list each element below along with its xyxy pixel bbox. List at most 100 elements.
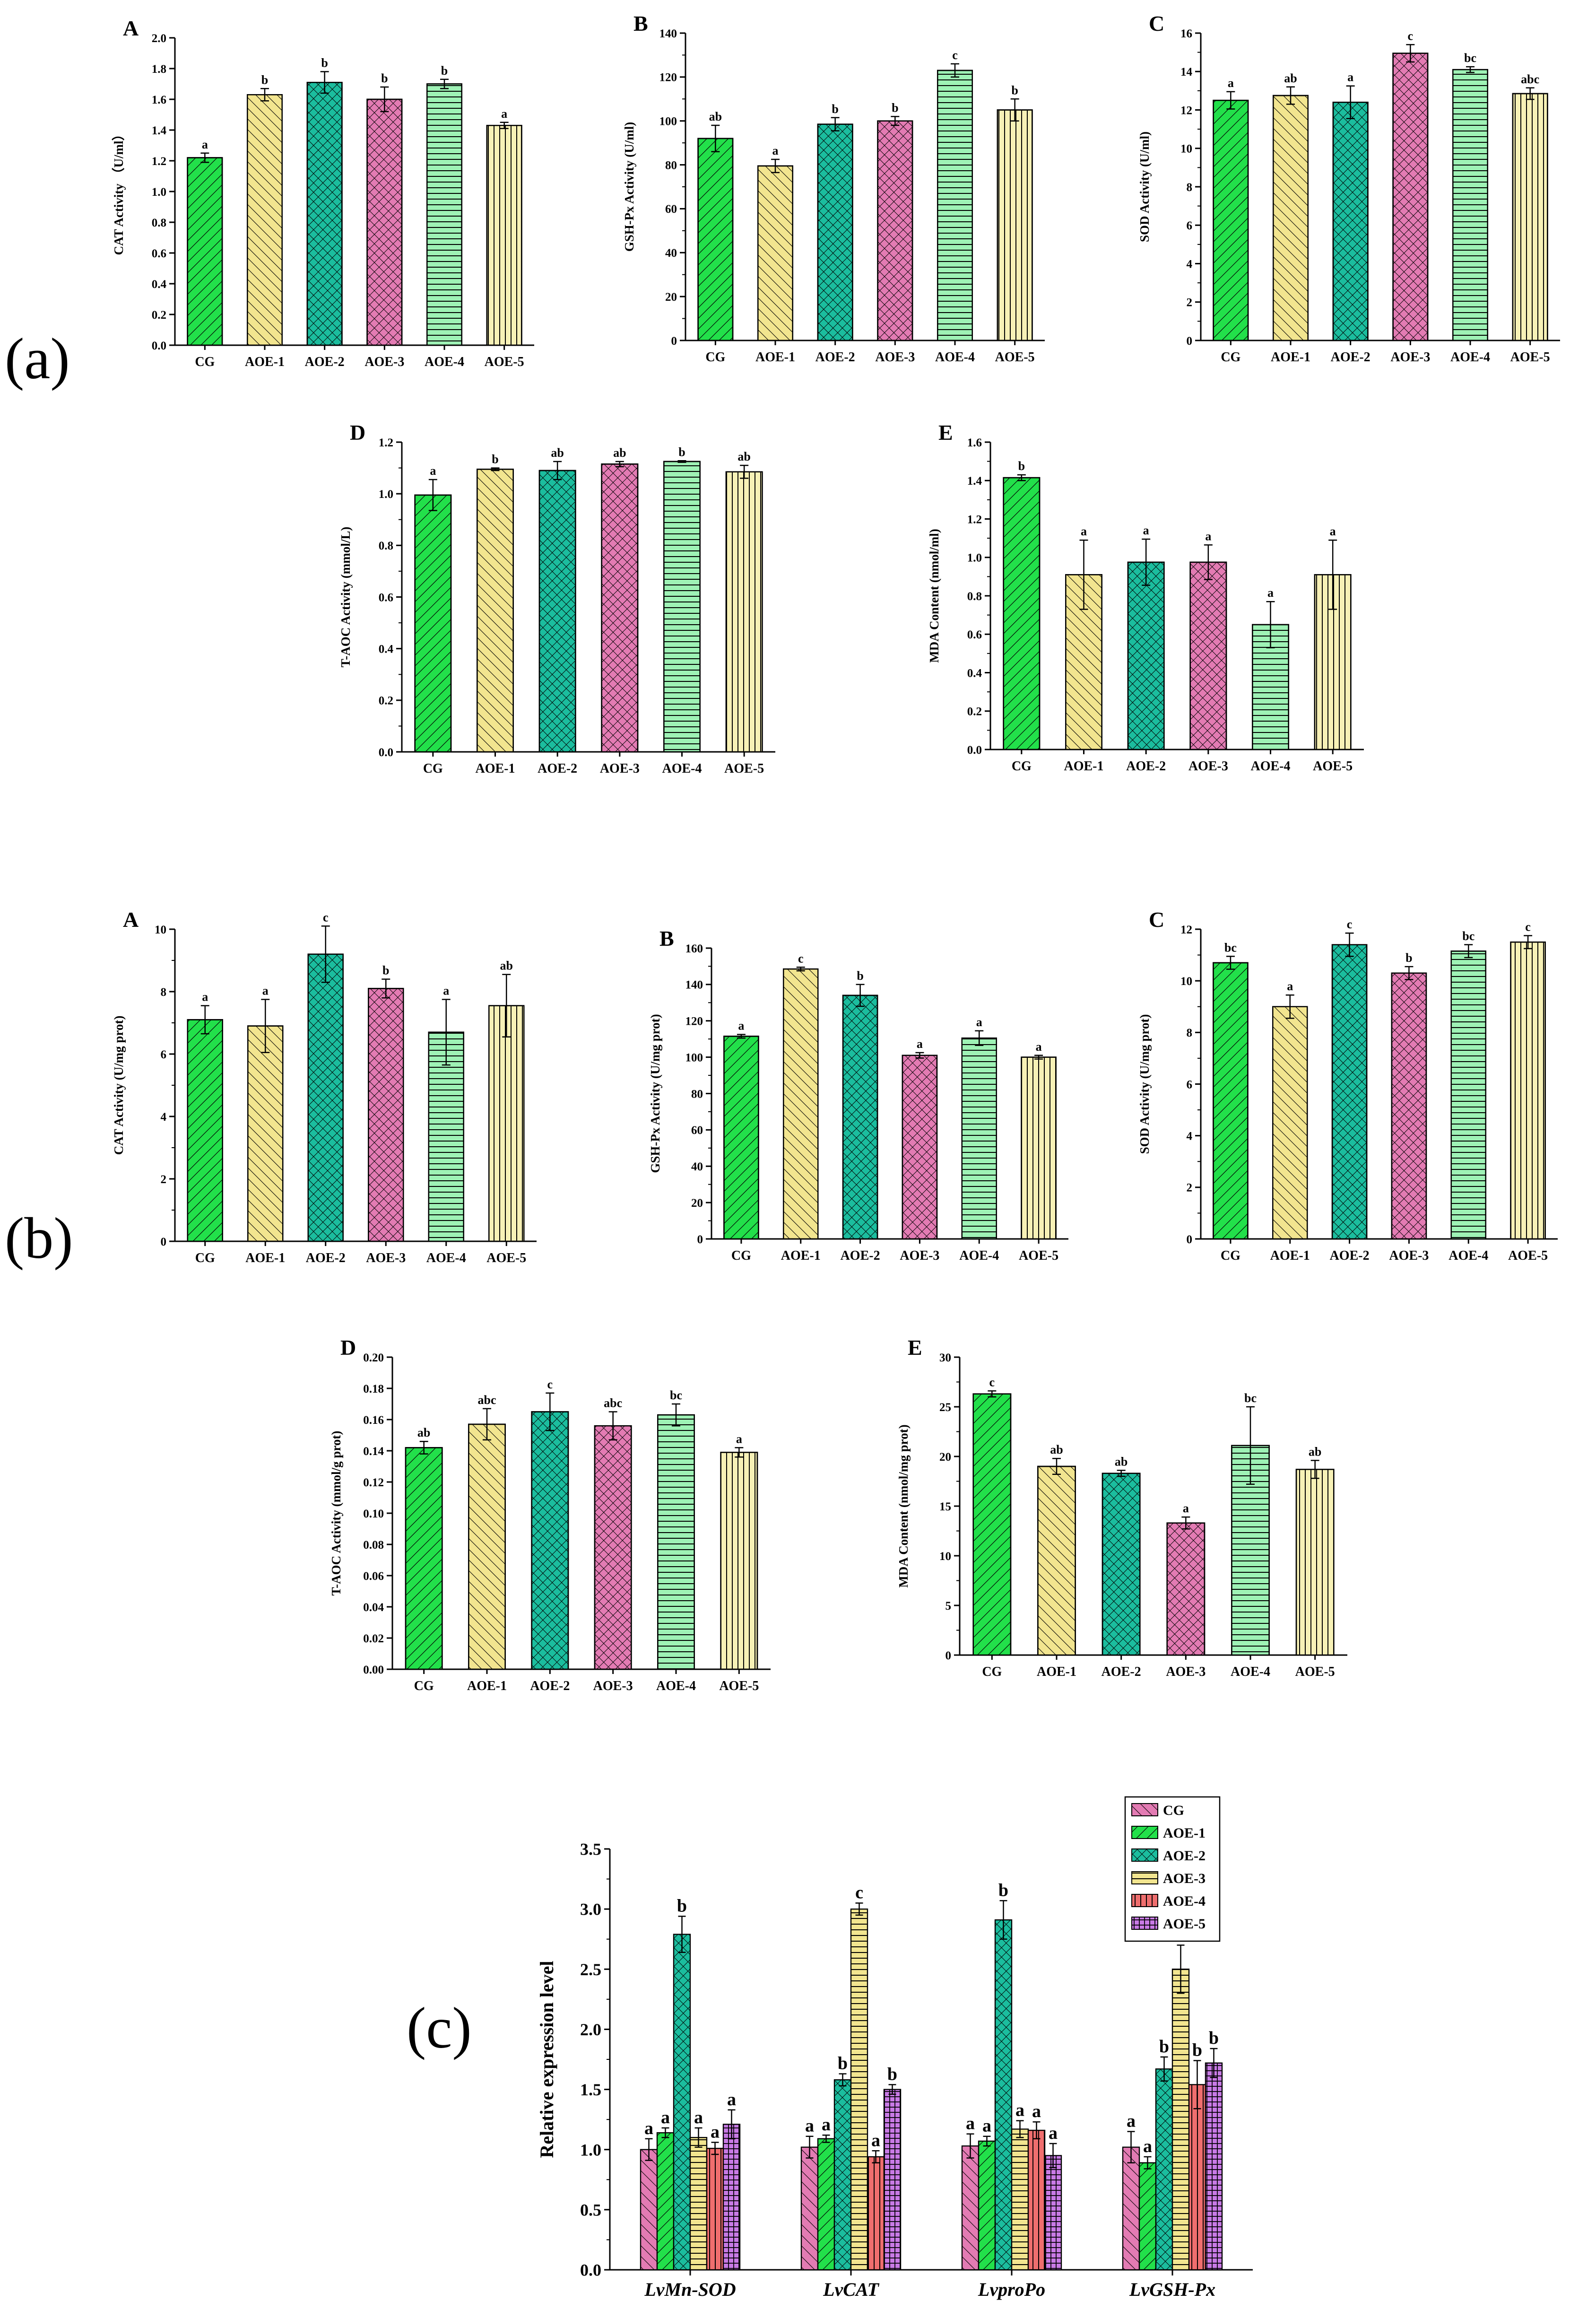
significance-letter: a [1036, 1040, 1042, 1054]
y-tick-label: 30 [939, 1351, 951, 1364]
x-tick-label: AOE-4 [656, 1679, 696, 1693]
y-tick-label: 1.2 [152, 155, 166, 168]
x-tick-label: AOE-5 [724, 761, 764, 776]
legend-label: AOE-4 [1163, 1893, 1206, 1909]
x-tick-label: AOE-4 [1449, 1248, 1488, 1263]
y-tick-label: 12 [1180, 924, 1192, 936]
bar-hatch [1188, 2084, 1206, 2271]
y-tick-label: 2.5 [580, 1960, 601, 1979]
bar-hatch [673, 1934, 691, 2271]
legend-label: AOE-2 [1163, 1848, 1206, 1864]
y-tick-label: 100 [685, 1051, 703, 1064]
chart-a_E: 0.0 0.2 0.4 0.6 0.8 1.0 1.2 1.4 1.6 E MDA Content … [927, 420, 1364, 774]
bar-hatch [1213, 962, 1249, 1240]
bar-hatch [368, 988, 404, 1242]
bar-hatch [994, 1919, 1013, 2271]
chart-a_C: 0 2 4 6 8 10 12 14 16 C SOD Activity (U/ml) a CG ab AO… [1137, 11, 1560, 365]
significance-letter: a [738, 1019, 744, 1033]
significance-letter: a [430, 464, 436, 478]
bar-hatch [842, 994, 878, 1240]
x-tick-label: CG [1012, 759, 1032, 774]
bar-hatch [978, 2140, 996, 2271]
y-tick-label: 1.0 [152, 186, 166, 199]
x-tick-label: CG [705, 350, 725, 365]
significance-letter: bc [1244, 1391, 1257, 1405]
bar-hatch [1138, 2162, 1157, 2271]
bar-hatch [428, 1031, 464, 1242]
bar-hatch [1155, 2068, 1173, 2271]
significance-letter: a [1330, 524, 1336, 538]
y-tick-label: 40 [691, 1160, 703, 1173]
bar-hatch [689, 2137, 708, 2271]
bar-hatch [723, 1036, 759, 1240]
y-tick-label: 1.0 [379, 488, 393, 501]
y-tick-label: 100 [659, 115, 677, 128]
chart-a_A: 0.0 0.2 0.4 0.6 0.8 1.0 1.2 1.4 1.6 1.8 2.0 A CAT Ac… [112, 16, 534, 369]
x-tick-label: AOE-1 [1271, 350, 1310, 365]
y-tick-label: 0.0 [379, 746, 393, 759]
y-tick-label: 0.4 [379, 643, 394, 655]
y-tick-label: 2.0 [152, 32, 166, 45]
legend-swatch-hatch [1131, 1871, 1158, 1884]
y-tick-label: 1.4 [967, 475, 982, 488]
y-tick-label: 0 [697, 1233, 703, 1246]
y-tick-label: 14 [1180, 66, 1193, 78]
significance-letter: b [677, 1896, 687, 1916]
significance-letter: bc [670, 1388, 682, 1402]
bar-hatch [1273, 95, 1309, 341]
chart-b_B: 0 20 40 60 80 100 120 140 160 B GSH-Px Activity (U… [648, 926, 1068, 1263]
significance-letter: a [727, 2090, 736, 2110]
significance-letter: bc [1224, 941, 1237, 954]
x-tick-label: AOE-2 [538, 761, 577, 776]
y-tick-label: 0.6 [152, 247, 166, 260]
bar-hatch [601, 463, 639, 753]
significance-letter: abc [1521, 72, 1539, 86]
bar-hatch [1166, 1522, 1206, 1656]
y-tick-label: 0.8 [967, 590, 982, 603]
significance-letter: b [892, 101, 898, 114]
bar-hatch [800, 2146, 819, 2271]
y-tick-label: 160 [685, 942, 703, 955]
bar-hatch [187, 1019, 223, 1242]
charts-layer: 0.0 0.2 0.4 0.6 0.8 1.0 1.2 1.4 1.6 1.8 2.0 A CAT Ac… [112, 11, 1560, 2300]
significance-letter: bc [1462, 929, 1475, 943]
section-label-b: (b) [5, 1206, 73, 1271]
y-tick-label: 0 [161, 1236, 167, 1248]
bar-hatch [720, 1452, 758, 1670]
y-tick-label: 6 [161, 1048, 167, 1061]
y-tick-label: 0.02 [363, 1632, 384, 1645]
y-tick-label: 2 [1187, 296, 1193, 309]
chart-b_D: 0.00 0.02 0.04 0.06 0.08 0.10 0.12 0.14 0.16 0.18… [329, 1335, 771, 1693]
chart-b_A: 0 2 4 6 8 10 A CAT Activity (U/mg prot) a CG a AOE-… [112, 907, 537, 1265]
x-tick-label: AOE-3 [366, 1251, 406, 1265]
bar-hatch [961, 2145, 980, 2271]
bar-hatch [1391, 972, 1427, 1240]
significance-letter: b [382, 964, 389, 977]
bar-hatch [187, 157, 223, 346]
x-tick-label: AOE-2 [1331, 350, 1370, 365]
significance-letter: a [1032, 2101, 1041, 2121]
x-tick-label: AOE-2 [530, 1679, 570, 1693]
significance-letter: b [998, 1880, 1008, 1900]
y-tick-label: 1.2 [967, 513, 982, 526]
x-tick-label: AOE-4 [935, 350, 975, 365]
x-tick-label: AOE-1 [245, 355, 285, 369]
y-tick-label: 0.10 [363, 1508, 384, 1520]
x-tick-label: AOE-5 [1508, 1248, 1548, 1263]
legend-swatch-hatch [1131, 1803, 1158, 1816]
y-tick-label: 0.06 [363, 1570, 384, 1583]
y-tick-label: 0.18 [363, 1383, 384, 1395]
bar-hatch [477, 469, 514, 753]
bar-hatch [1044, 2155, 1062, 2271]
y-tick-label: 15 [939, 1500, 951, 1513]
bar-hatch [247, 1025, 284, 1242]
x-tick-label: CG [414, 1679, 434, 1693]
significance-letter: a [871, 2130, 880, 2150]
bar-hatch [883, 2089, 902, 2271]
significance-letter: c [323, 910, 329, 924]
y-tick-label: 0 [945, 1649, 952, 1662]
x-tick-label: AOE-5 [719, 1679, 759, 1693]
significance-letter: b [1192, 2040, 1202, 2060]
significance-letter: b [441, 64, 448, 78]
